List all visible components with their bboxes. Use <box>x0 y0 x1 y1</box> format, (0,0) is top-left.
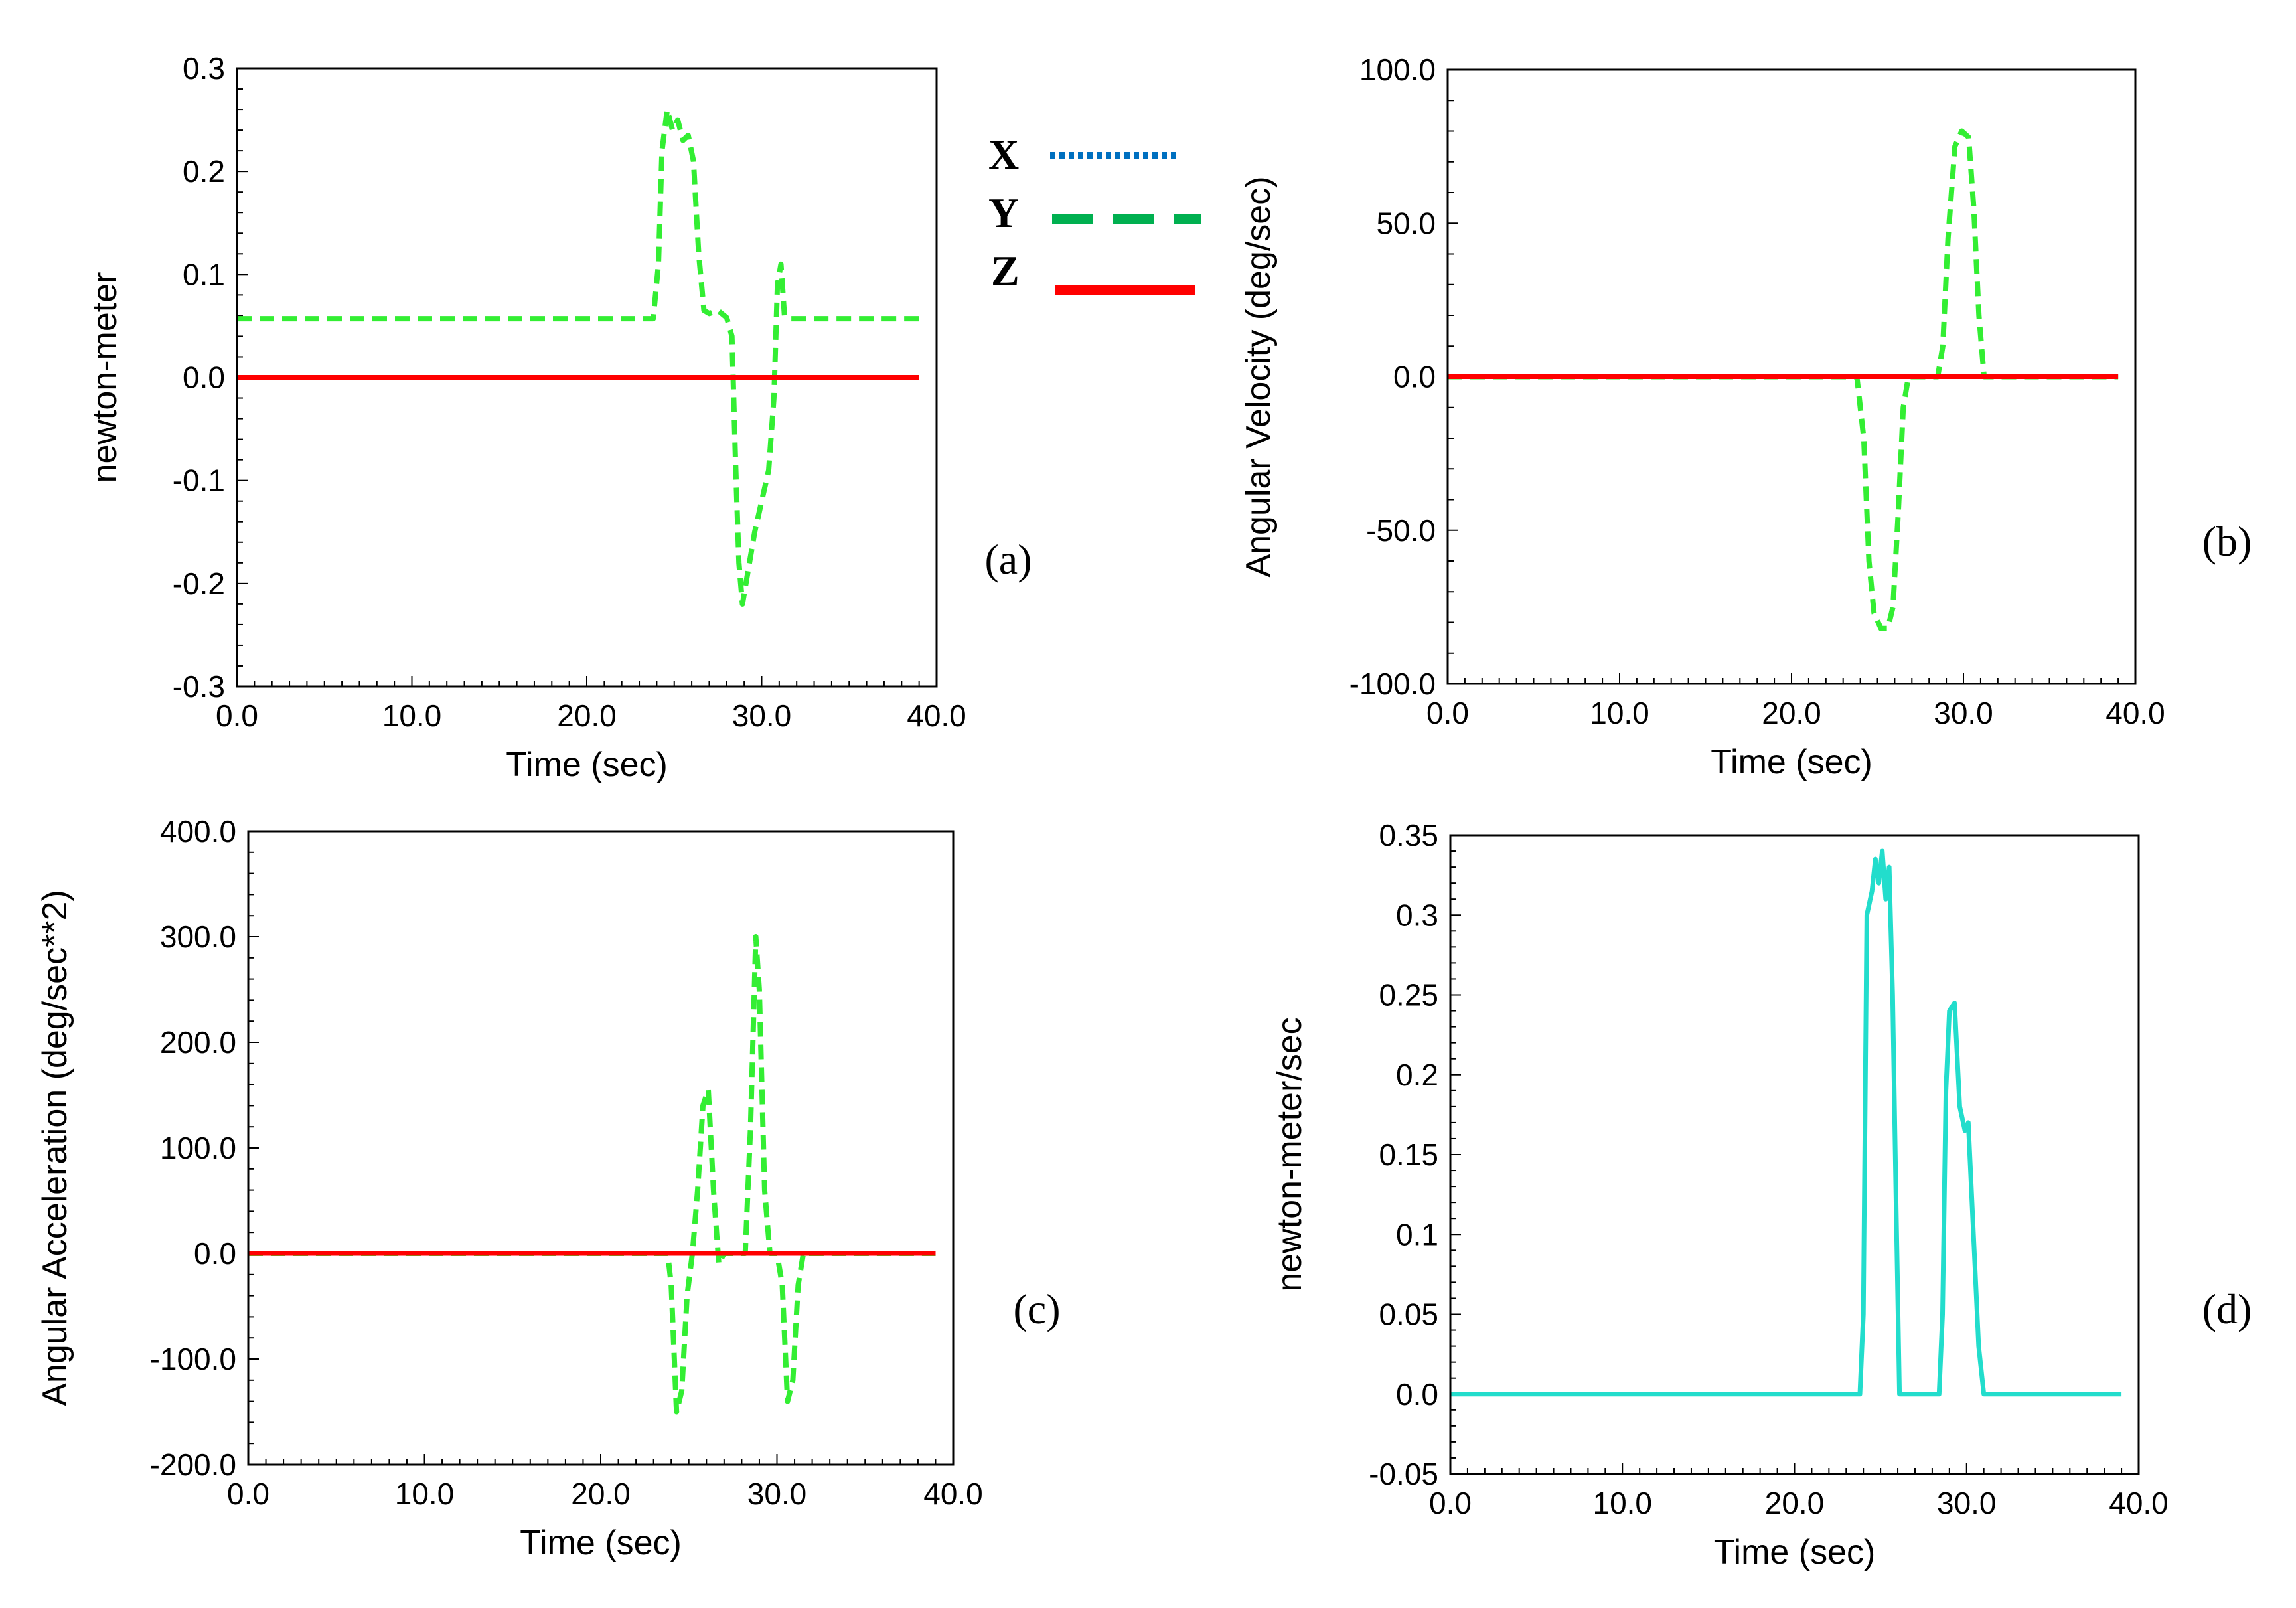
panel-a: 0.0 10.0 20.0 30.0 40.0 -0.3 -0.2 -0.1 0.0 0.1 0.2… <box>86 51 1032 784</box>
chart-d-panel-label: (d) <box>2202 1285 2252 1332</box>
chart-b-x-tick-label: 30.0 <box>1934 696 1993 730</box>
legend-label-z: Z <box>991 247 1020 294</box>
chart-c-y-tick-label: -200.0 <box>150 1447 236 1482</box>
chart-d-x-tick-label: 30.0 <box>1937 1486 1997 1520</box>
chart-c-y-tick-label: -100.0 <box>150 1342 236 1376</box>
chart-d-y-tick-label: 0.05 <box>1379 1297 1438 1332</box>
chart-b-y-tick-label: 0.0 <box>1393 360 1436 394</box>
chart-a-x-axis-label: Time (sec) <box>506 746 668 784</box>
chart-a-y-tick-label: 0.1 <box>183 257 225 291</box>
chart-c-x-tick-label: 10.0 <box>395 1477 455 1511</box>
chart-a-y-tick-label: -0.2 <box>173 566 225 601</box>
chart-c-y-tick-label: 400.0 <box>160 814 236 848</box>
chart-d-y-tick-label: -0.05 <box>1369 1457 1438 1491</box>
panel-b: 0.0 10.0 20.0 30.0 40.0 -100.0 -50.0 0.0 50.0 100… <box>1239 52 2252 781</box>
chart-b-y-tick-label: -50.0 <box>1366 513 1436 548</box>
chart-b-x-axis-label: Time (sec) <box>1711 743 1873 781</box>
chart-a-y-axis-label: newton-meter <box>86 272 124 483</box>
chart-b-plot-frame <box>1446 68 2137 685</box>
chart-c-x-axis-label: Time (sec) <box>520 1524 682 1562</box>
chart-c-y-tick-label: 300.0 <box>160 920 236 954</box>
chart-d-y-tick-label: 0.15 <box>1379 1137 1438 1172</box>
chart-c-x-tick-label: 20.0 <box>571 1477 631 1511</box>
chart-d-series-magnitude <box>1450 848 2122 1397</box>
chart-a-plot-frame <box>236 67 938 688</box>
chart-d-x-tick-label: 10.0 <box>1592 1486 1652 1520</box>
chart-b-x-tick-label: 10.0 <box>1590 696 1649 730</box>
chart-c-y-tick-label: 100.0 <box>160 1131 236 1165</box>
chart-b-x-tick-label: 20.0 <box>1762 696 1821 730</box>
chart-c-plot-frame <box>247 830 955 1466</box>
chart-a-y-tick-label: 0.0 <box>183 361 225 395</box>
panel-c: 0.0 10.0 20.0 30.0 40.0 -200.0 -100.0 0.0 100.0 2… <box>36 814 1061 1562</box>
chart-a-y-tick-label: 0.3 <box>183 51 225 86</box>
chart-c-y-tick-label: 200.0 <box>160 1025 236 1060</box>
chart-c-panel-label: (c) <box>1013 1285 1060 1332</box>
chart-d-y-tick-label: 0.3 <box>1396 898 1438 932</box>
chart-c-x-tick-label: 30.0 <box>747 1477 807 1511</box>
chart-a-x-tick-label: 30.0 <box>732 698 792 733</box>
chart-d-plot-frame <box>1449 834 2140 1475</box>
chart-a-x-tick-label: 20.0 <box>557 698 617 733</box>
chart-b-y-axis-label: Angular Velocity (deg/sec) <box>1239 176 1278 577</box>
chart-a-x-tick-label: 10.0 <box>382 698 442 733</box>
chart-a-series-y <box>237 107 919 607</box>
legend-label-x: X <box>988 131 1019 178</box>
chart-c-x-tick-label: 0.0 <box>227 1477 269 1511</box>
chart-a-panel-label: (a) <box>984 536 1032 583</box>
chart-b-x-tick-label: 0.0 <box>1426 696 1469 730</box>
legend-label-y: Y <box>988 189 1019 236</box>
chart-d-y-tick-label: 0.25 <box>1379 978 1438 1012</box>
chart-c-y-axis-label: Angular Acceleration (deg/sec**2) <box>36 890 74 1406</box>
chart-d-y-tick-label: 0.1 <box>1396 1217 1438 1251</box>
chart-d-x-tick-label: 0.0 <box>1429 1486 1472 1520</box>
chart-b-panel-label: (b) <box>2202 518 2252 565</box>
chart-d-y-tick-label: 0.0 <box>1396 1377 1438 1411</box>
chart-b-y-tick-label: 50.0 <box>1376 206 1436 240</box>
chart-a-y-tick-label: -0.1 <box>173 463 225 498</box>
chart-c-series-y <box>248 934 936 1415</box>
chart-a-x-tick-label: 0.0 <box>216 698 258 733</box>
chart-a-y-tick-label: -0.3 <box>173 669 225 704</box>
chart-c-y-tick-label: 0.0 <box>194 1236 236 1271</box>
chart-b-x-tick-label: 40.0 <box>2105 696 2165 730</box>
chart-b-y-tick-label: -100.0 <box>1349 667 1436 701</box>
chart-b-y-tick-label: 100.0 <box>1359 52 1436 87</box>
legend: X Y Z <box>988 131 1201 295</box>
chart-d-y-tick-label: 0.2 <box>1396 1058 1438 1092</box>
chart-d-x-axis-label: Time (sec) <box>1714 1533 1876 1571</box>
chart-b-series-y <box>1448 128 2119 631</box>
chart-d-y-tick-label: 0.35 <box>1379 818 1438 852</box>
chart-d-y-axis-label: newton-meter/sec <box>1270 1017 1309 1291</box>
chart-d-x-tick-label: 20.0 <box>1765 1486 1825 1520</box>
chart-a-x-tick-label: 40.0 <box>907 698 966 733</box>
chart-c-x-tick-label: 40.0 <box>923 1477 983 1511</box>
panel-d: 0.0 10.0 20.0 30.0 40.0-0.050.00.050.10.150.… <box>1270 818 2252 1571</box>
chart-d-x-tick-label: 40.0 <box>2109 1486 2169 1520</box>
chart-a-y-tick-label: 0.2 <box>183 154 225 189</box>
